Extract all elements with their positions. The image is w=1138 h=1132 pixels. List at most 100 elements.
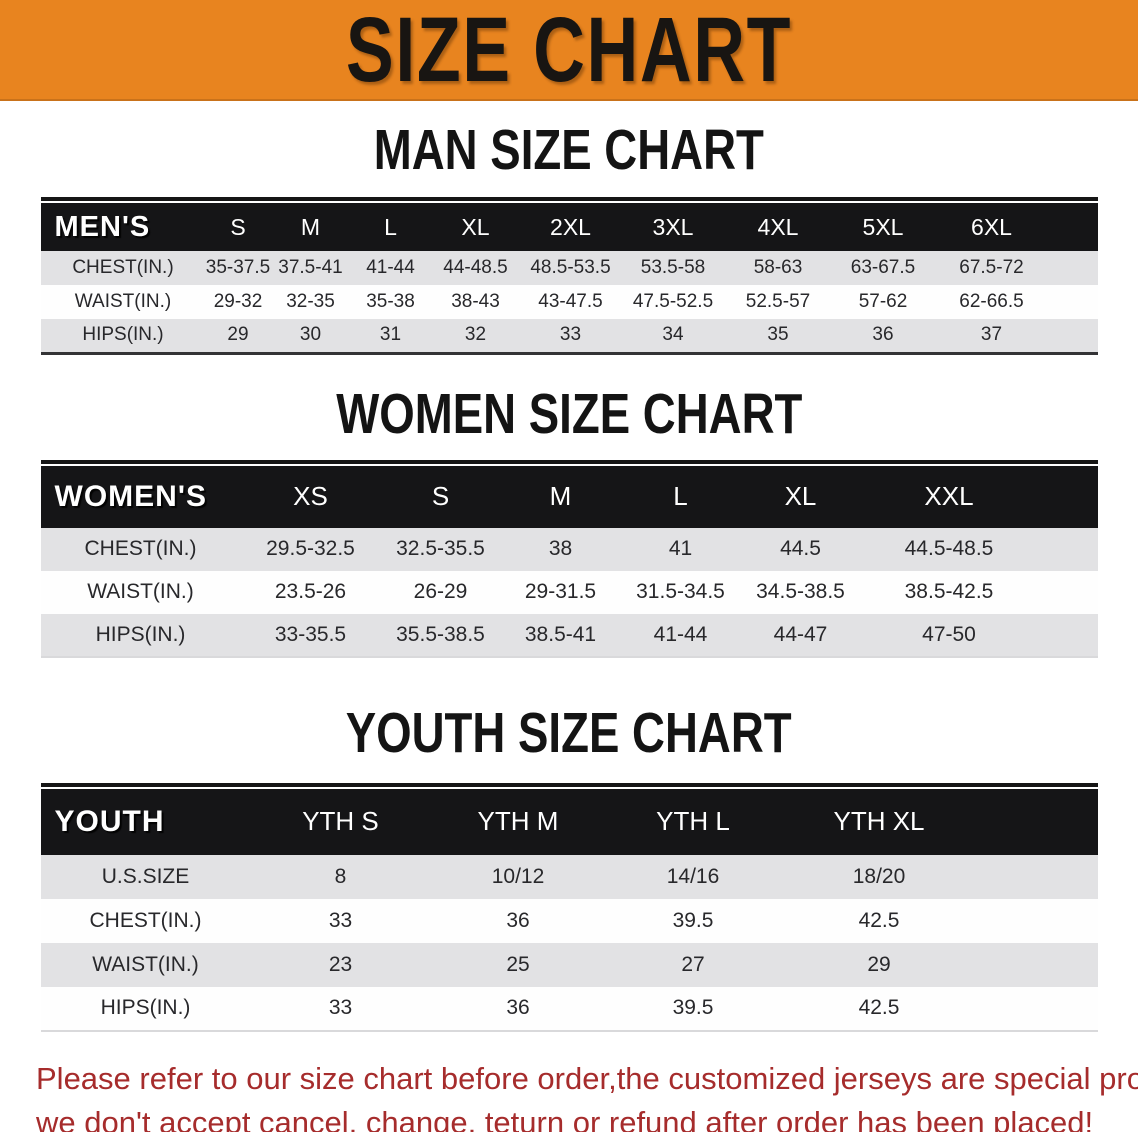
value-cell: 34.5-38.5 xyxy=(740,570,861,614)
measurement-row: WAIST(IN.) 29-32 32-35 35-38 38-43 43-47.5 47.… xyxy=(40,285,1098,319)
value-cell: 32.5-35.5 xyxy=(380,527,501,571)
measurement-row: HIPS(IN.) 29 30 31 32 33 34 35 36 37 xyxy=(40,319,1098,353)
value-cell: 52.5-57 xyxy=(725,285,831,319)
size-column-header: YTH S xyxy=(250,788,431,855)
value-cell: 42.5 xyxy=(780,898,1098,943)
value-cell: 41-44 xyxy=(620,613,741,657)
size-column-header: L xyxy=(620,465,741,528)
women-section-heading: WOMEN SIZE CHART xyxy=(0,381,1138,446)
value-cell: 39.5 xyxy=(605,986,781,1031)
size-column-header: XXL xyxy=(860,465,1098,528)
value-cell: 47-50 xyxy=(860,613,1098,657)
youth-size-table: YOUTH YTH S YTH M YTH L YTH XL U.S.SIZE 8 10/12… xyxy=(40,783,1098,1032)
value-cell: 38-43 xyxy=(430,285,521,319)
value-cell: 30 xyxy=(270,319,351,353)
size-column-header: YTH M xyxy=(430,788,606,855)
size-column-header: M xyxy=(270,203,351,251)
row-label: HIPS(IN.) xyxy=(40,319,206,353)
value-cell: 44-47 xyxy=(740,613,861,657)
value-cell: 36 xyxy=(430,898,606,943)
value-cell: 10/12 xyxy=(430,854,606,899)
row-label: WAIST(IN.) xyxy=(40,285,206,319)
women-size-table: WOMEN'S XS S M L XL XXL CHEST(IN.) 29.5-32.5 32.5… xyxy=(40,460,1098,658)
value-cell: 44.5 xyxy=(740,527,861,571)
measurement-row: CHEST(IN.) 33 36 39.5 42.5 xyxy=(40,898,1098,943)
value-cell: 29.5-32.5 xyxy=(240,527,381,571)
value-cell: 35.5-38.5 xyxy=(380,613,501,657)
value-cell: 38.5-42.5 xyxy=(860,570,1098,614)
measurement-row: HIPS(IN.) 33-35.5 35.5-38.5 38.5-41 41-44 44-… xyxy=(40,613,1098,657)
value-cell: 42.5 xyxy=(780,986,1098,1031)
size-table: MEN'S S M L XL 2XL 3XL 4XL 5XL 6XL CHEST(IN.) 35-37… xyxy=(40,203,1098,355)
value-cell: 18/20 xyxy=(780,854,1098,899)
value-cell: 29-32 xyxy=(205,285,271,319)
value-cell: 29 xyxy=(780,942,1098,987)
row-label: CHEST(IN.) xyxy=(40,527,241,571)
size-column-header: XL xyxy=(740,465,861,528)
size-column-header: 6XL xyxy=(935,203,1098,251)
value-cell: 25 xyxy=(430,942,606,987)
value-cell: 29 xyxy=(205,319,271,353)
value-cell: 67.5-72 xyxy=(935,251,1098,285)
size-column-header: M xyxy=(500,465,621,528)
row-label: CHEST(IN.) xyxy=(40,251,206,285)
women-section: WOMEN SIZE CHART WOMEN'S XS S M L XL XXL CHEST(… xyxy=(0,381,1138,658)
table-title-cell: YOUTH xyxy=(40,788,251,855)
banner-title: SIZE CHART xyxy=(345,0,793,101)
value-cell: 62-66.5 xyxy=(935,285,1098,319)
measurement-row: WAIST(IN.) 23 25 27 29 xyxy=(40,942,1098,987)
value-cell: 53.5-58 xyxy=(620,251,726,285)
value-cell: 8 xyxy=(250,854,431,899)
value-cell: 29-31.5 xyxy=(500,570,621,614)
value-cell: 27 xyxy=(605,942,781,987)
measurement-row: U.S.SIZE 8 10/12 14/16 18/20 xyxy=(40,854,1098,899)
value-cell: 32 xyxy=(430,319,521,353)
value-cell: 38 xyxy=(500,527,621,571)
table-title-cell: MEN'S xyxy=(40,203,206,251)
youth-section-heading: YOUTH SIZE CHART xyxy=(0,700,1138,765)
value-cell: 33 xyxy=(250,898,431,943)
row-label: U.S.SIZE xyxy=(40,854,251,899)
value-cell: 48.5-53.5 xyxy=(520,251,621,285)
size-column-header: XL xyxy=(430,203,521,251)
value-cell: 37 xyxy=(935,319,1098,353)
measurement-row: CHEST(IN.) 35-37.5 37.5-41 41-44 44-48.5 48.5… xyxy=(40,251,1098,285)
value-cell: 36 xyxy=(830,319,936,353)
value-cell: 31 xyxy=(350,319,431,353)
value-cell: 23 xyxy=(250,942,431,987)
row-label: CHEST(IN.) xyxy=(40,898,251,943)
men-size-table: MEN'S S M L XL 2XL 3XL 4XL 5XL 6XL CHEST(IN.) 35-37… xyxy=(40,197,1098,355)
value-cell: 41 xyxy=(620,527,741,571)
value-cell: 63-67.5 xyxy=(830,251,936,285)
value-cell: 43-47.5 xyxy=(520,285,621,319)
size-column-header: 2XL xyxy=(520,203,621,251)
value-cell: 57-62 xyxy=(830,285,936,319)
men-heading-text: MAN SIZE CHART xyxy=(373,118,765,182)
size-column-header: YTH L xyxy=(605,788,781,855)
value-cell: 58-63 xyxy=(725,251,831,285)
size-table: WOMEN'S XS S M L XL XXL CHEST(IN.) 29.5-32.5 32.5… xyxy=(40,465,1098,658)
value-cell: 23.5-26 xyxy=(240,570,381,614)
men-section: MAN SIZE CHART MEN'S S M L XL 2XL 3XL 4XL 5XL 6XL… xyxy=(0,118,1138,355)
value-cell: 32-35 xyxy=(270,285,351,319)
size-column-header: 4XL xyxy=(725,203,831,251)
size-chart-banner: SIZE CHART xyxy=(0,0,1138,101)
disclaimer-line-1: Please refer to our size chart before or… xyxy=(36,1060,1138,1096)
women-heading-text: WOMEN SIZE CHART xyxy=(335,381,803,446)
value-cell: 26-29 xyxy=(380,570,501,614)
value-cell: 33 xyxy=(250,986,431,1031)
size-column-header: 3XL xyxy=(620,203,726,251)
value-cell: 41-44 xyxy=(350,251,431,285)
row-label: WAIST(IN.) xyxy=(40,942,251,987)
youth-heading-text: YOUTH SIZE CHART xyxy=(346,700,792,765)
size-column-header: L xyxy=(350,203,431,251)
value-cell: 34 xyxy=(620,319,726,353)
disclaimer-text: Please refer to our size chart before or… xyxy=(36,1057,1138,1132)
row-label: HIPS(IN.) xyxy=(40,613,241,657)
row-label: HIPS(IN.) xyxy=(40,986,251,1031)
value-cell: 39.5 xyxy=(605,898,781,943)
value-cell: 44.5-48.5 xyxy=(860,527,1098,571)
value-cell: 47.5-52.5 xyxy=(620,285,726,319)
size-column-header: S xyxy=(380,465,501,528)
value-cell: 37.5-41 xyxy=(270,251,351,285)
